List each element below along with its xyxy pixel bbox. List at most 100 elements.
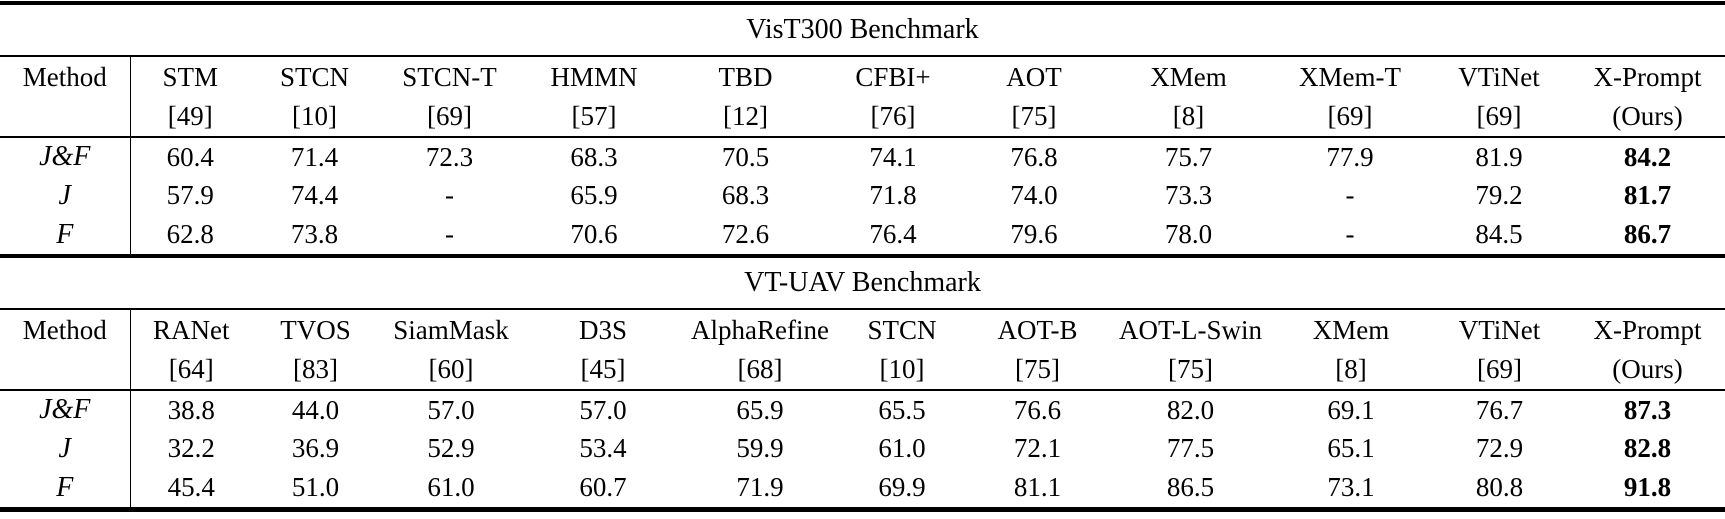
bottom-rule [0,507,1725,512]
value-cell: 68.3 [570,141,618,172]
metric-row: J&F 38.8 44.0 57.0 57.0 65.9 65.5 76.6 82.0 69.1 7… [0,390,1725,429]
value-cell: 68.3 [721,180,770,210]
benchmark-title: VisT300 Benchmark [746,14,979,45]
value-cell: 61.0 [878,433,926,463]
column-header-name: XMem-T [1299,61,1401,92]
vtuav-results-grid: Method RANet TVOS SiamMask D3S AlphaRefine STC… [0,310,1725,507]
metric-label: J&F [39,141,91,172]
vtuav-benchmark-section: VT-UAV Benchmark Method RANet TVOS SiamMask… [0,258,1725,507]
value-cell: 38.8 [129,390,252,429]
column-header-name: XMem [1150,61,1227,92]
value-cell: 76.8 [1010,141,1058,172]
column-header-name: STCN [867,314,937,345]
value-cell: 71.8 [869,180,917,210]
column-header-name: D3S [578,314,627,345]
value-cell: 65.9 [570,180,618,210]
value-cell: 44.0 [291,394,340,425]
value-cell: 76.7 [1475,394,1524,425]
value-cell: 80.8 [1475,472,1524,502]
column-header-citation: [69] [1272,97,1428,138]
column-header-citation: [45] [523,350,683,391]
value-cell: 57.0 [427,394,475,425]
column-header-citation: [69] [1428,97,1570,138]
metric-label: J&F [39,394,91,425]
value-cell: 74.0 [1010,180,1058,210]
column-header-citation: [8] [1273,350,1429,391]
column-header-citation: [49] [129,97,250,138]
column-header-citation: [10] [250,97,379,138]
value-cell: 69.9 [878,472,926,502]
value-cell: 73.1 [1327,472,1375,502]
metric-label: F [56,218,74,250]
value-cell: 36.9 [291,433,340,463]
value-cell: 77.9 [1326,141,1374,172]
metric-row: F 62.8 73.8 - 70.6 72.6 76.4 79.6 78.0 - 84.5 86.7 [0,215,1725,254]
column-header-name: AOT-B [997,314,1078,345]
metric-row: J 32.2 36.9 52.9 53.4 59.9 61.0 72.1 77.5 65.1 72.… [0,429,1725,468]
column-header-citation: [76] [823,97,963,138]
value-cell: 79.2 [1475,180,1523,210]
column-header-name: STM [129,57,250,97]
value-cell: 59.9 [736,433,784,463]
vist300-benchmark-section: VisT300 Benchmark Method STM STCN STCN-T HMM… [0,5,1725,254]
value-cell: 72.6 [721,219,770,249]
title-rule [0,55,1725,57]
value-cell: 70.5 [721,141,770,172]
value-cell: - [445,180,454,210]
metric-row: F 45.4 51.0 61.0 60.7 71.9 69.9 81.1 86.5 73.1 80.… [0,468,1725,507]
value-cell: 65.5 [878,394,926,425]
column-header-name: AOT [1006,61,1062,92]
value-cell: 86.5 [1166,472,1215,502]
column-header-name: HMMN [550,61,638,92]
column-header-name: AlphaRefine [691,314,829,345]
value-cell: 65.9 [736,394,784,425]
column-header-name: X-Prompt [1593,314,1702,345]
value-cell: 81.7 [1623,180,1672,210]
column-header-citation: [12] [668,97,823,138]
value-cell: 72.1 [1013,433,1062,463]
value-cell: 75.7 [1164,141,1213,172]
value-cell: - [445,219,454,249]
value-cell: 52.9 [427,433,475,463]
column-header-name: RANet [129,310,252,350]
metric-row: J 57.9 74.4 - 65.9 68.3 71.8 74.0 73.3 - 79.2 81.7 [0,176,1725,215]
column-header-name: CFBI+ [855,61,931,92]
column-header-name: STCN [279,61,350,92]
value-cell: 87.3 [1623,394,1672,425]
value-cell: 60.7 [579,472,627,502]
value-cell: 82.0 [1166,394,1215,425]
value-cell: 74.1 [869,141,917,172]
column-header-citation: [75] [967,350,1108,391]
value-cell: 74.4 [290,180,339,210]
column-header-citation: [8] [1105,97,1272,138]
column-header-citation: [68] [683,350,837,391]
title-rule [0,308,1725,310]
metric-label: J [58,432,71,464]
column-header-name: AOT-L-Swin [1118,314,1262,345]
value-cell: 62.8 [129,215,250,254]
value-cell: 57.9 [129,176,250,215]
value-cell: 78.0 [1164,219,1213,249]
column-header-citation: [75] [1108,350,1273,391]
column-header-citation: [69] [379,97,520,138]
top-rule [0,1,1725,5]
column-header-citation: [57] [520,97,668,138]
method-column-header: Method [0,57,130,138]
value-cell: 81.1 [1013,472,1062,502]
value-cell: 72.3 [425,141,474,172]
column-header-citation: [64] [129,350,252,391]
metric-label: F [56,471,74,503]
column-header-citation: [69] [1429,350,1570,391]
value-cell: 45.4 [129,468,252,507]
column-header-citation: (Ours) [1570,97,1725,138]
value-cell: 73.8 [290,219,339,249]
value-cell: 57.0 [579,394,627,425]
value-cell: 84.5 [1475,219,1523,249]
value-cell: 72.9 [1475,433,1524,463]
column-header-citation: [75] [963,97,1105,138]
value-cell: 76.6 [1013,394,1062,425]
column-header-name: XMem [1312,314,1390,345]
value-cell: 71.4 [290,141,339,172]
method-column-header: Method [0,310,130,391]
